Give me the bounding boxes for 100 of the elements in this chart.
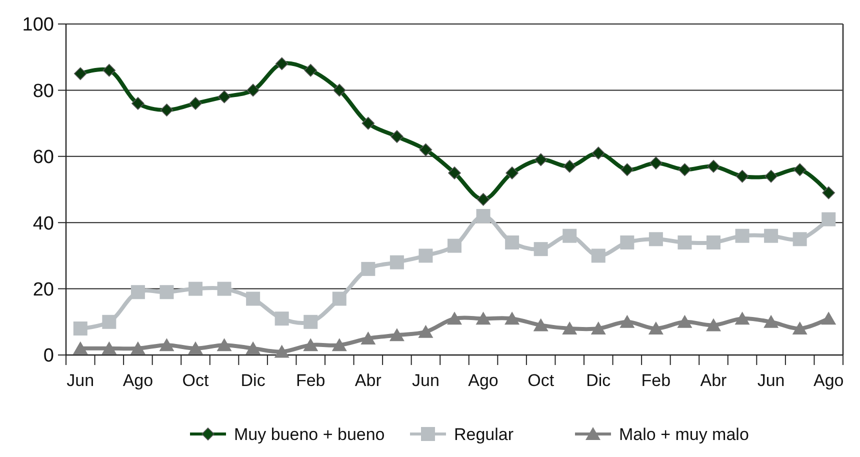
point (332, 292, 346, 306)
point (736, 170, 749, 183)
point (476, 208, 490, 223)
legend-label: Regular (454, 424, 514, 444)
point (361, 262, 376, 276)
point (304, 314, 318, 329)
x-tick-label: Jun (412, 371, 440, 390)
point (390, 255, 404, 270)
y-tick-label: 40 (32, 213, 54, 234)
x-tick-label: Jun (66, 371, 94, 390)
point (275, 57, 288, 70)
point (592, 146, 605, 160)
point (216, 338, 232, 352)
point (274, 344, 290, 358)
point (447, 312, 462, 325)
point (648, 232, 663, 246)
point (505, 235, 520, 250)
point (74, 67, 87, 80)
point (591, 248, 606, 263)
point (389, 328, 404, 342)
point (332, 338, 347, 352)
point (160, 285, 174, 300)
x-tick-label: Dic (240, 371, 266, 390)
point (764, 170, 778, 183)
point (822, 212, 836, 226)
point (448, 166, 461, 180)
point (504, 312, 520, 325)
point (562, 322, 578, 335)
point (102, 64, 116, 77)
point (476, 193, 490, 206)
legend-label: Muy bueno + bueno (234, 424, 385, 444)
point (102, 314, 116, 329)
point (246, 341, 261, 354)
point (218, 90, 231, 104)
point (734, 312, 750, 325)
point (189, 97, 202, 110)
point (678, 163, 692, 176)
point (130, 285, 145, 300)
point (648, 322, 664, 335)
x-tick-label: Ago (122, 371, 154, 390)
x-tick-label: Ago (468, 371, 498, 390)
x-tick-label: Abr (354, 371, 382, 390)
point (160, 104, 174, 116)
point (188, 282, 202, 296)
point (274, 312, 289, 326)
point (360, 331, 376, 344)
point (72, 341, 88, 354)
point (159, 338, 174, 352)
point (130, 341, 146, 354)
point (792, 232, 807, 246)
point (534, 242, 548, 256)
point (735, 228, 750, 243)
point (590, 322, 606, 335)
point (764, 314, 779, 328)
y-tick-label: 60 (32, 147, 54, 168)
point (677, 314, 692, 328)
point (132, 97, 144, 110)
point (246, 84, 260, 97)
point (217, 282, 232, 296)
x-tick-label: Abr (700, 371, 728, 390)
point (304, 64, 318, 77)
point (706, 235, 720, 250)
point (792, 322, 808, 335)
x-tick-label: Feb (641, 371, 671, 390)
point (707, 160, 720, 173)
point (793, 163, 806, 176)
point (678, 235, 692, 250)
point (448, 238, 462, 253)
point (563, 160, 576, 173)
point (332, 84, 346, 97)
point (390, 130, 404, 143)
point (73, 322, 88, 336)
point (418, 324, 434, 338)
point (506, 166, 518, 180)
point (706, 318, 721, 332)
point (650, 156, 662, 170)
point (620, 163, 634, 176)
y-tick-label: 0 (43, 346, 54, 367)
x-tick-label: Oct (528, 371, 554, 390)
point (764, 228, 778, 243)
point (246, 292, 260, 306)
x-tick-label: Ago (813, 371, 844, 390)
x-tick-label: Jun (757, 371, 785, 390)
x-tick-label: Feb (296, 371, 326, 390)
point (418, 248, 433, 263)
x-tick-label: Oct (182, 371, 209, 390)
legend-label: Malo + muy malo (619, 424, 749, 444)
point (822, 186, 836, 200)
y-tick-label: 100 (22, 14, 54, 36)
point (419, 143, 432, 156)
point (362, 116, 375, 130)
point (821, 312, 836, 325)
point (102, 341, 117, 354)
y-tick-label: 20 (32, 279, 54, 300)
point (533, 318, 548, 332)
point (188, 341, 203, 354)
x-tick-label: Dic (586, 371, 612, 390)
point (620, 235, 634, 250)
point (476, 312, 491, 325)
y-tick-label: 80 (32, 80, 54, 102)
